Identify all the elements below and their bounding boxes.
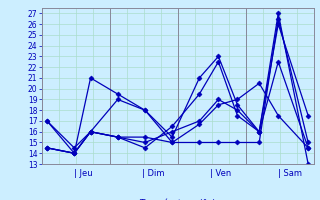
Text: Température (°c): Température (°c): [139, 198, 216, 200]
Text: | Jeu: | Jeu: [74, 169, 93, 178]
Text: | Dim: | Dim: [142, 169, 165, 178]
Text: | Ven: | Ven: [210, 169, 231, 178]
Text: | Sam: | Sam: [278, 169, 302, 178]
